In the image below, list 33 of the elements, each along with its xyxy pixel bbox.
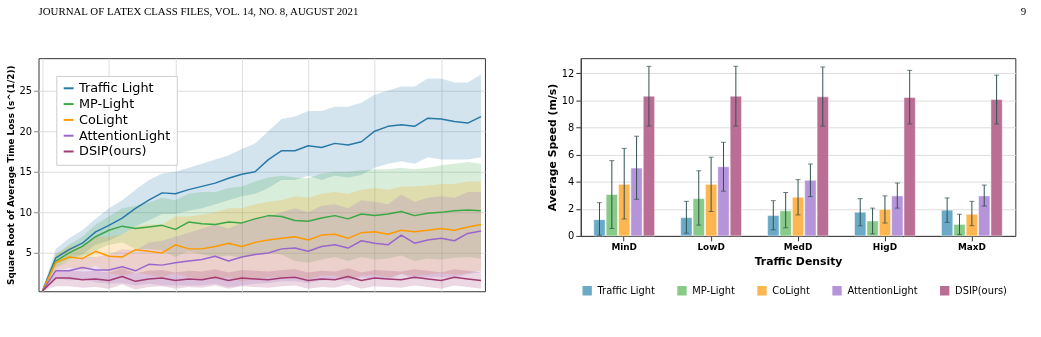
x-tick-label: MedD bbox=[783, 242, 813, 253]
x-axis-title: Traffic Density bbox=[754, 255, 843, 269]
legend-label: DSIP(ours) bbox=[955, 284, 1007, 296]
legend-label: Traffic Light bbox=[78, 80, 154, 96]
y-tick-label: 10 bbox=[19, 206, 33, 218]
legend-label: AttentionLight bbox=[79, 127, 171, 143]
y-tick-label: 8 bbox=[568, 121, 575, 133]
legend-label: DSIP(ours) bbox=[79, 143, 147, 159]
legend-label: CoLight bbox=[772, 284, 811, 296]
x-tick-label: LowD bbox=[697, 242, 725, 253]
x-tick-label: MinD bbox=[611, 242, 637, 253]
y-tick-label: 25 bbox=[19, 85, 33, 97]
y-tick-label: 15 bbox=[19, 166, 33, 178]
line-series bbox=[41, 275, 482, 292]
x-tick-label: HigD bbox=[872, 242, 898, 253]
y-tick-label: 4 bbox=[568, 176, 575, 188]
y-tick-label: 6 bbox=[568, 148, 575, 160]
text: 9 bbox=[1020, 4, 1027, 17]
y-tick-label: 2 bbox=[568, 203, 575, 215]
y-axis-title: Square Root of Average Time Loss (s^(1/2)) bbox=[5, 65, 16, 285]
legend-label: CoLight bbox=[79, 111, 128, 127]
legend-label: MP-Light bbox=[79, 96, 135, 112]
legend-label: AttentionLight bbox=[847, 284, 918, 296]
y-tick-label: 0 bbox=[568, 230, 575, 242]
x-tick-label: MaxD bbox=[957, 242, 986, 253]
legend-label: Traffic Light bbox=[596, 284, 656, 296]
y-tick-label: 10 bbox=[561, 94, 575, 106]
y-tick-label: 12 bbox=[561, 67, 575, 79]
y-tick-label: 20 bbox=[19, 125, 33, 137]
legend-label: MP-Light bbox=[692, 284, 735, 296]
text: JOURNAL OF LATEX CLASS FILES, VOL. 14, NO. 8, AUGUST 2021 bbox=[38, 4, 359, 17]
y-tick-label: 5 bbox=[25, 247, 33, 259]
y-axis-title: Average Speed (m/s) bbox=[545, 83, 559, 212]
